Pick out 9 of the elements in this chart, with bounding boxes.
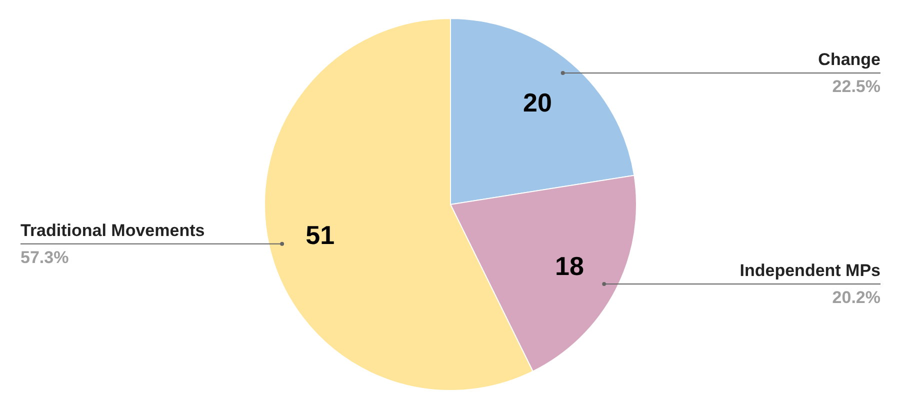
data-label: 57.3%	[20, 248, 69, 267]
slice-label: Independent MPs	[740, 261, 881, 280]
text: 18	[554, 251, 584, 282]
data-label: 20.2%	[832, 288, 880, 307]
text: 51	[306, 220, 335, 250]
data-label: 22.5%	[832, 76, 880, 96]
text: 20	[523, 88, 552, 118]
slice-label: Change	[818, 50, 881, 69]
slice-label: Traditional Movements	[20, 220, 205, 240]
